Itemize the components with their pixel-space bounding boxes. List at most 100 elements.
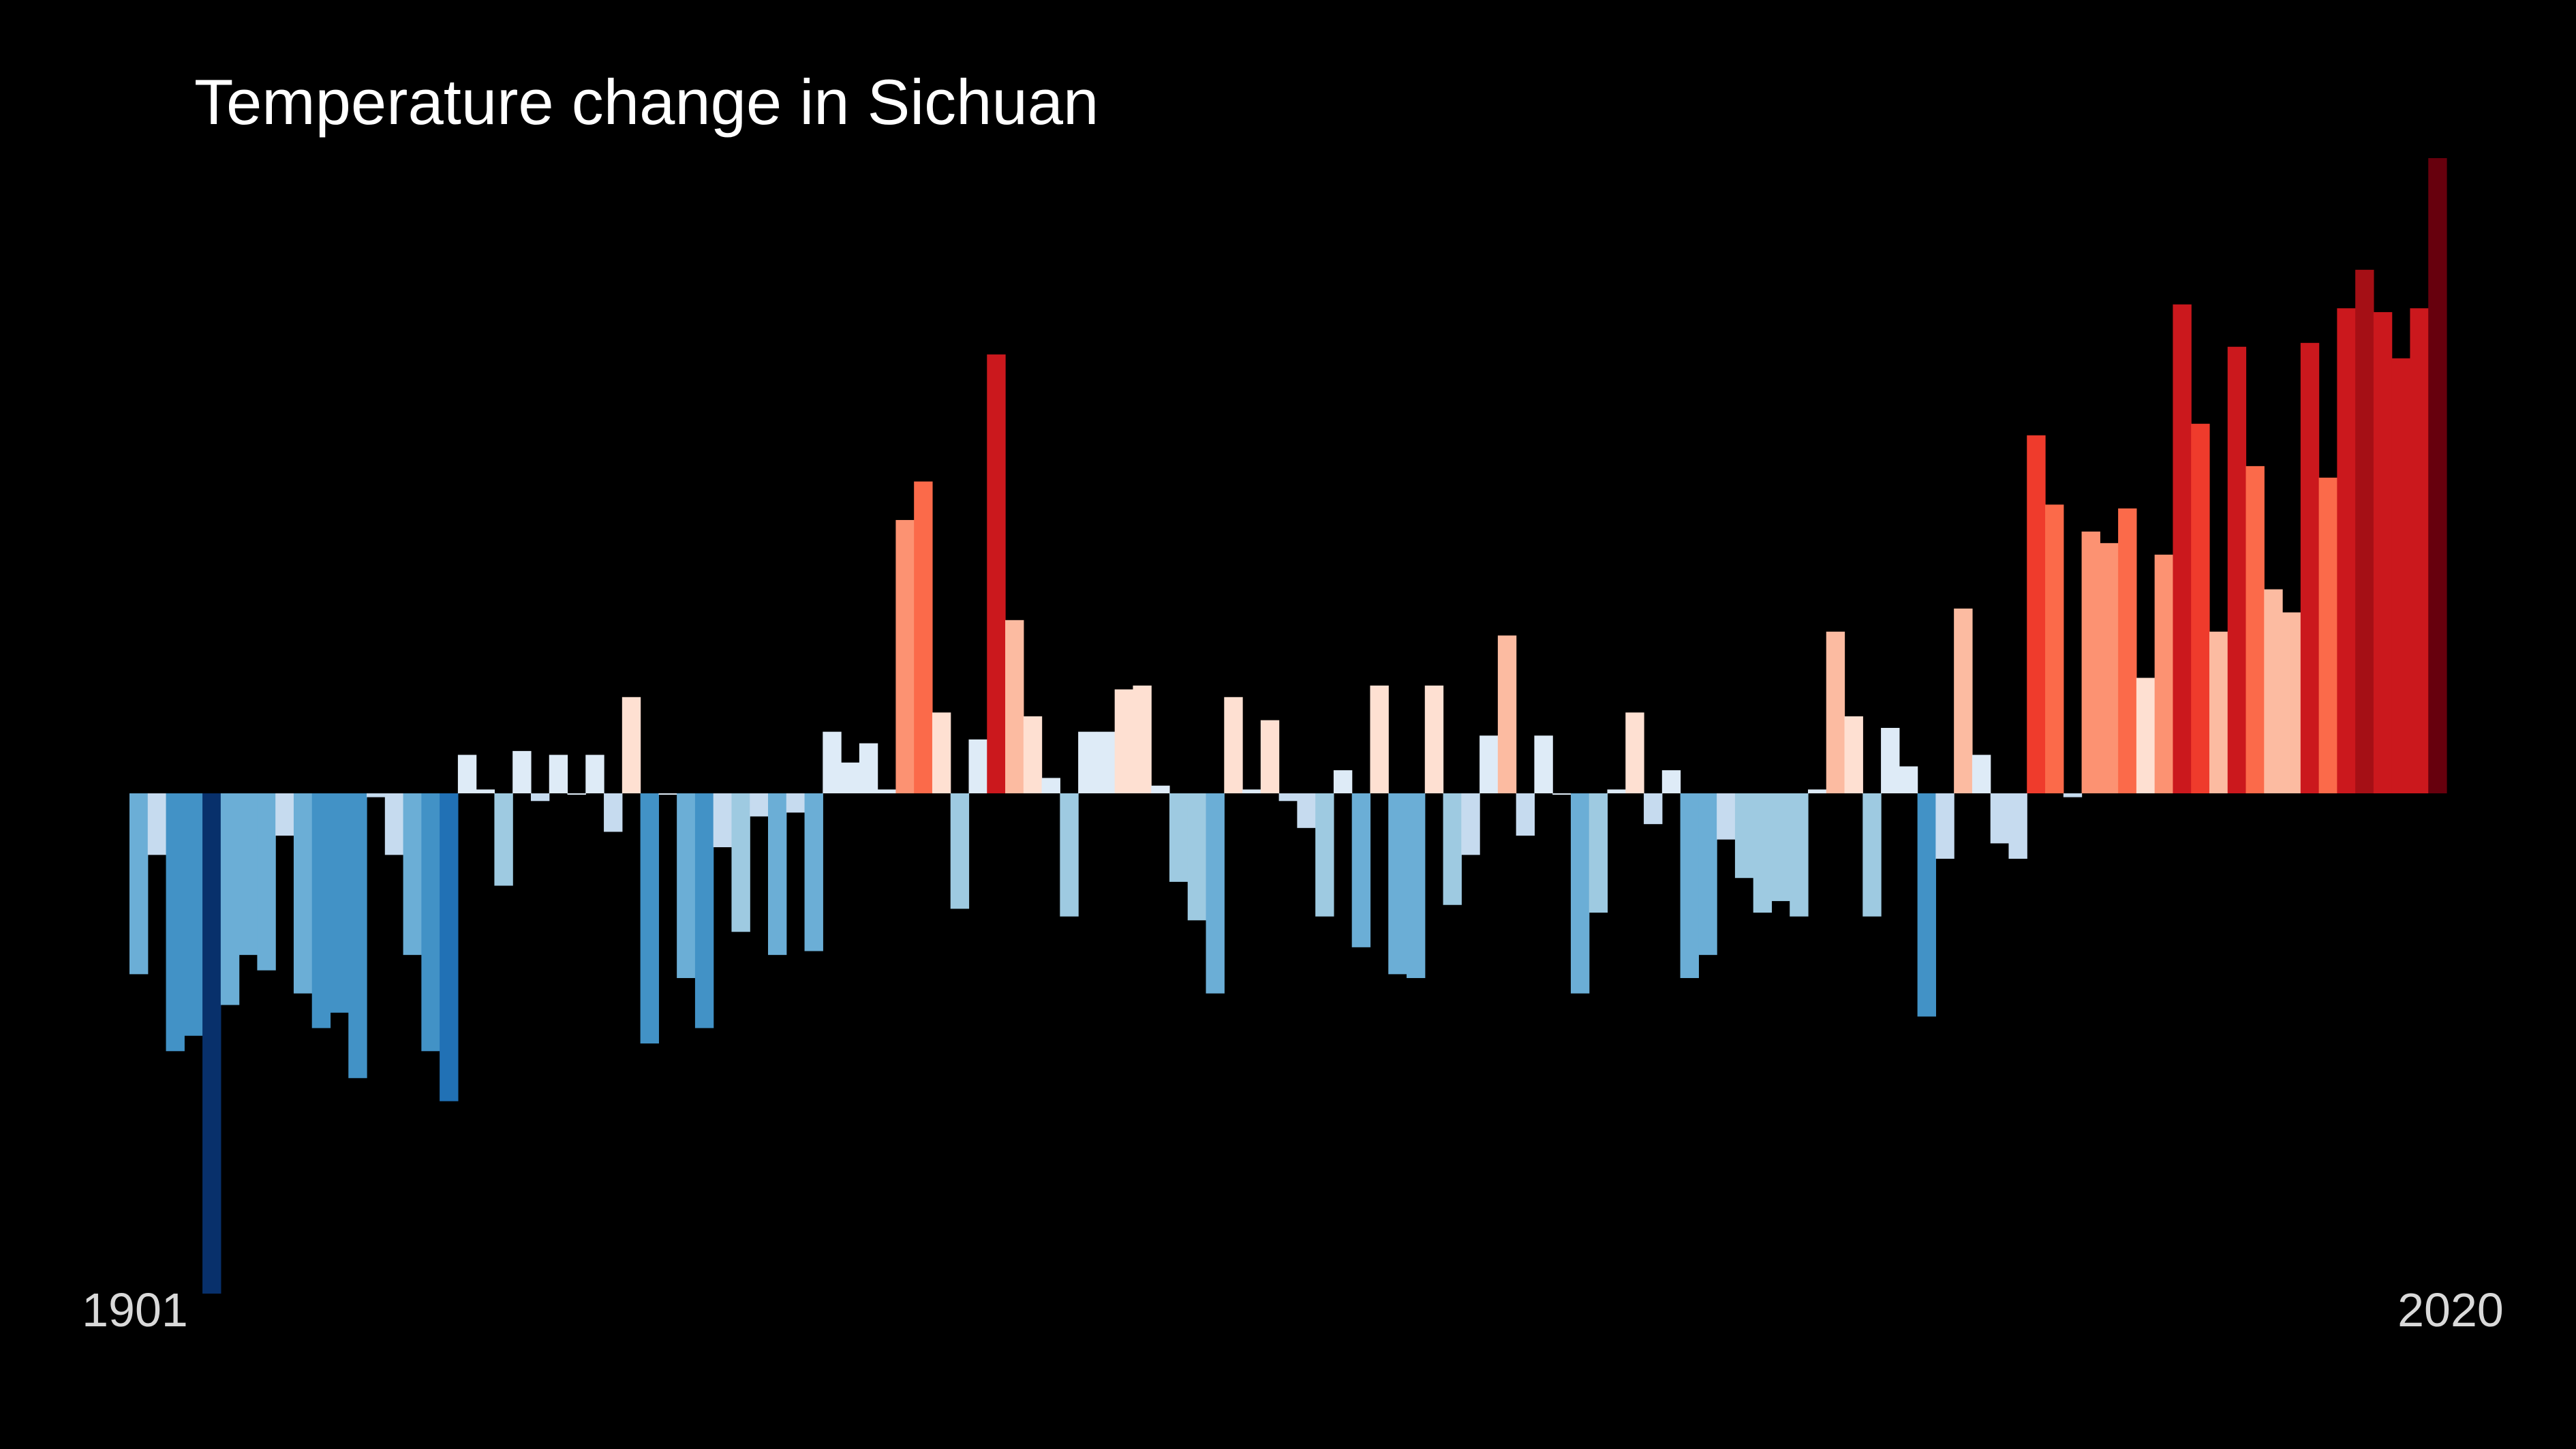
bar-2000	[1935, 793, 1954, 859]
chart-title: Temperature change in Sichuan	[194, 66, 1099, 138]
bar-1944	[914, 481, 933, 793]
bar-1958	[1169, 793, 1189, 882]
bar-1938	[804, 793, 823, 951]
bar-2024	[2373, 311, 2393, 793]
bar-1968	[1351, 793, 1371, 947]
bar-1948	[987, 354, 1006, 793]
bar-1991	[1771, 793, 1790, 902]
bar-1973	[1443, 793, 1462, 905]
bar-2021	[2318, 477, 2337, 793]
bar-1903	[166, 793, 185, 1052]
bar-1907	[239, 793, 258, 956]
bar-2025	[2391, 358, 2411, 793]
bar-1983	[1625, 712, 1644, 793]
bar-1940	[841, 762, 860, 793]
bar-1990	[1753, 793, 1773, 913]
bar-1956	[1133, 685, 1152, 793]
bar-1906	[220, 793, 240, 1005]
bar-1960	[1206, 793, 1225, 994]
bar-1933	[713, 793, 733, 848]
bar-1986	[1680, 793, 1699, 979]
bar-2003	[1990, 793, 2010, 844]
bar-1904	[184, 793, 203, 1036]
bar-1919	[457, 754, 477, 793]
bar-1912	[330, 793, 349, 1013]
bar-1966	[1315, 793, 1334, 917]
bar-2016	[2227, 346, 2247, 793]
bar-1937	[786, 793, 806, 813]
bar-1930	[658, 793, 677, 795]
bar-1982	[1607, 789, 1626, 793]
bar-1963	[1260, 720, 1280, 793]
bar-1911	[311, 793, 331, 1028]
bar-1915	[384, 793, 404, 855]
bar-1908	[257, 793, 276, 971]
bar-1913	[348, 793, 367, 1078]
bar-1923	[530, 793, 550, 802]
bar-1928	[622, 697, 641, 793]
bar-1996	[1862, 793, 1882, 917]
bar-1975	[1479, 735, 1499, 793]
bar-1951	[1041, 778, 1060, 793]
bar-1932	[694, 793, 714, 1028]
bar-2026	[2410, 308, 2429, 793]
bar-2018	[2264, 589, 2283, 793]
bar-1942	[877, 789, 897, 793]
bar-1992	[1790, 793, 1809, 917]
bar-2002	[1972, 754, 1991, 793]
bar-1999	[1917, 793, 1936, 1017]
bar-1995	[1844, 716, 1863, 793]
bar-1969	[1370, 685, 1389, 793]
bar-1998	[1899, 766, 1918, 793]
bar-1920	[476, 789, 495, 793]
bar-1967	[1333, 770, 1353, 793]
bar-1909	[275, 793, 294, 836]
bar-2012	[2154, 554, 2174, 793]
bar-1926	[585, 754, 604, 793]
bar-2020	[2300, 343, 2320, 793]
bar-2010	[2118, 508, 2137, 793]
bar-1978	[1534, 735, 1553, 793]
bar-1980	[1570, 793, 1590, 994]
bar-1957	[1151, 785, 1170, 793]
bar-1949	[1005, 620, 1024, 793]
bar-1984	[1644, 793, 1663, 825]
bar-1947	[968, 739, 987, 793]
bar-1961	[1224, 697, 1243, 793]
bar-1914	[367, 793, 386, 797]
bar-2006	[2045, 504, 2064, 793]
bar-1974	[1461, 793, 1480, 855]
bar-1918	[440, 793, 459, 1101]
bar-1916	[403, 793, 422, 956]
bar-2004	[2008, 793, 2027, 859]
bar-1927	[604, 793, 623, 832]
bar-1962	[1242, 789, 1261, 793]
bar-1970	[1388, 793, 1407, 975]
bar-1952	[1060, 793, 1079, 917]
bar-2027	[2428, 158, 2447, 793]
bar-2023	[2355, 269, 2374, 793]
bar-1993	[1807, 789, 1827, 793]
bar-1972	[1424, 685, 1444, 793]
bar-2019	[2282, 612, 2301, 793]
bar-1931	[677, 793, 696, 979]
bar-1941	[859, 743, 878, 793]
bar-1954	[1096, 731, 1116, 793]
bar-1976	[1497, 635, 1517, 793]
bar-1965	[1297, 793, 1316, 828]
bar-1922	[512, 750, 532, 793]
bar-1955	[1114, 689, 1134, 793]
bar-1994	[1826, 631, 1845, 793]
bar-1989	[1734, 793, 1754, 879]
bar-2015	[2209, 631, 2228, 793]
bar-1934	[731, 793, 750, 932]
bar-1981	[1589, 793, 1608, 913]
bar-1939	[823, 731, 842, 793]
bar-1925	[567, 793, 586, 795]
bar-2014	[2191, 423, 2210, 793]
bar-1924	[549, 754, 568, 793]
end-year-label: 2020	[2397, 1283, 2504, 1337]
bar-1910	[293, 793, 313, 994]
bar-2001	[1954, 608, 1973, 793]
